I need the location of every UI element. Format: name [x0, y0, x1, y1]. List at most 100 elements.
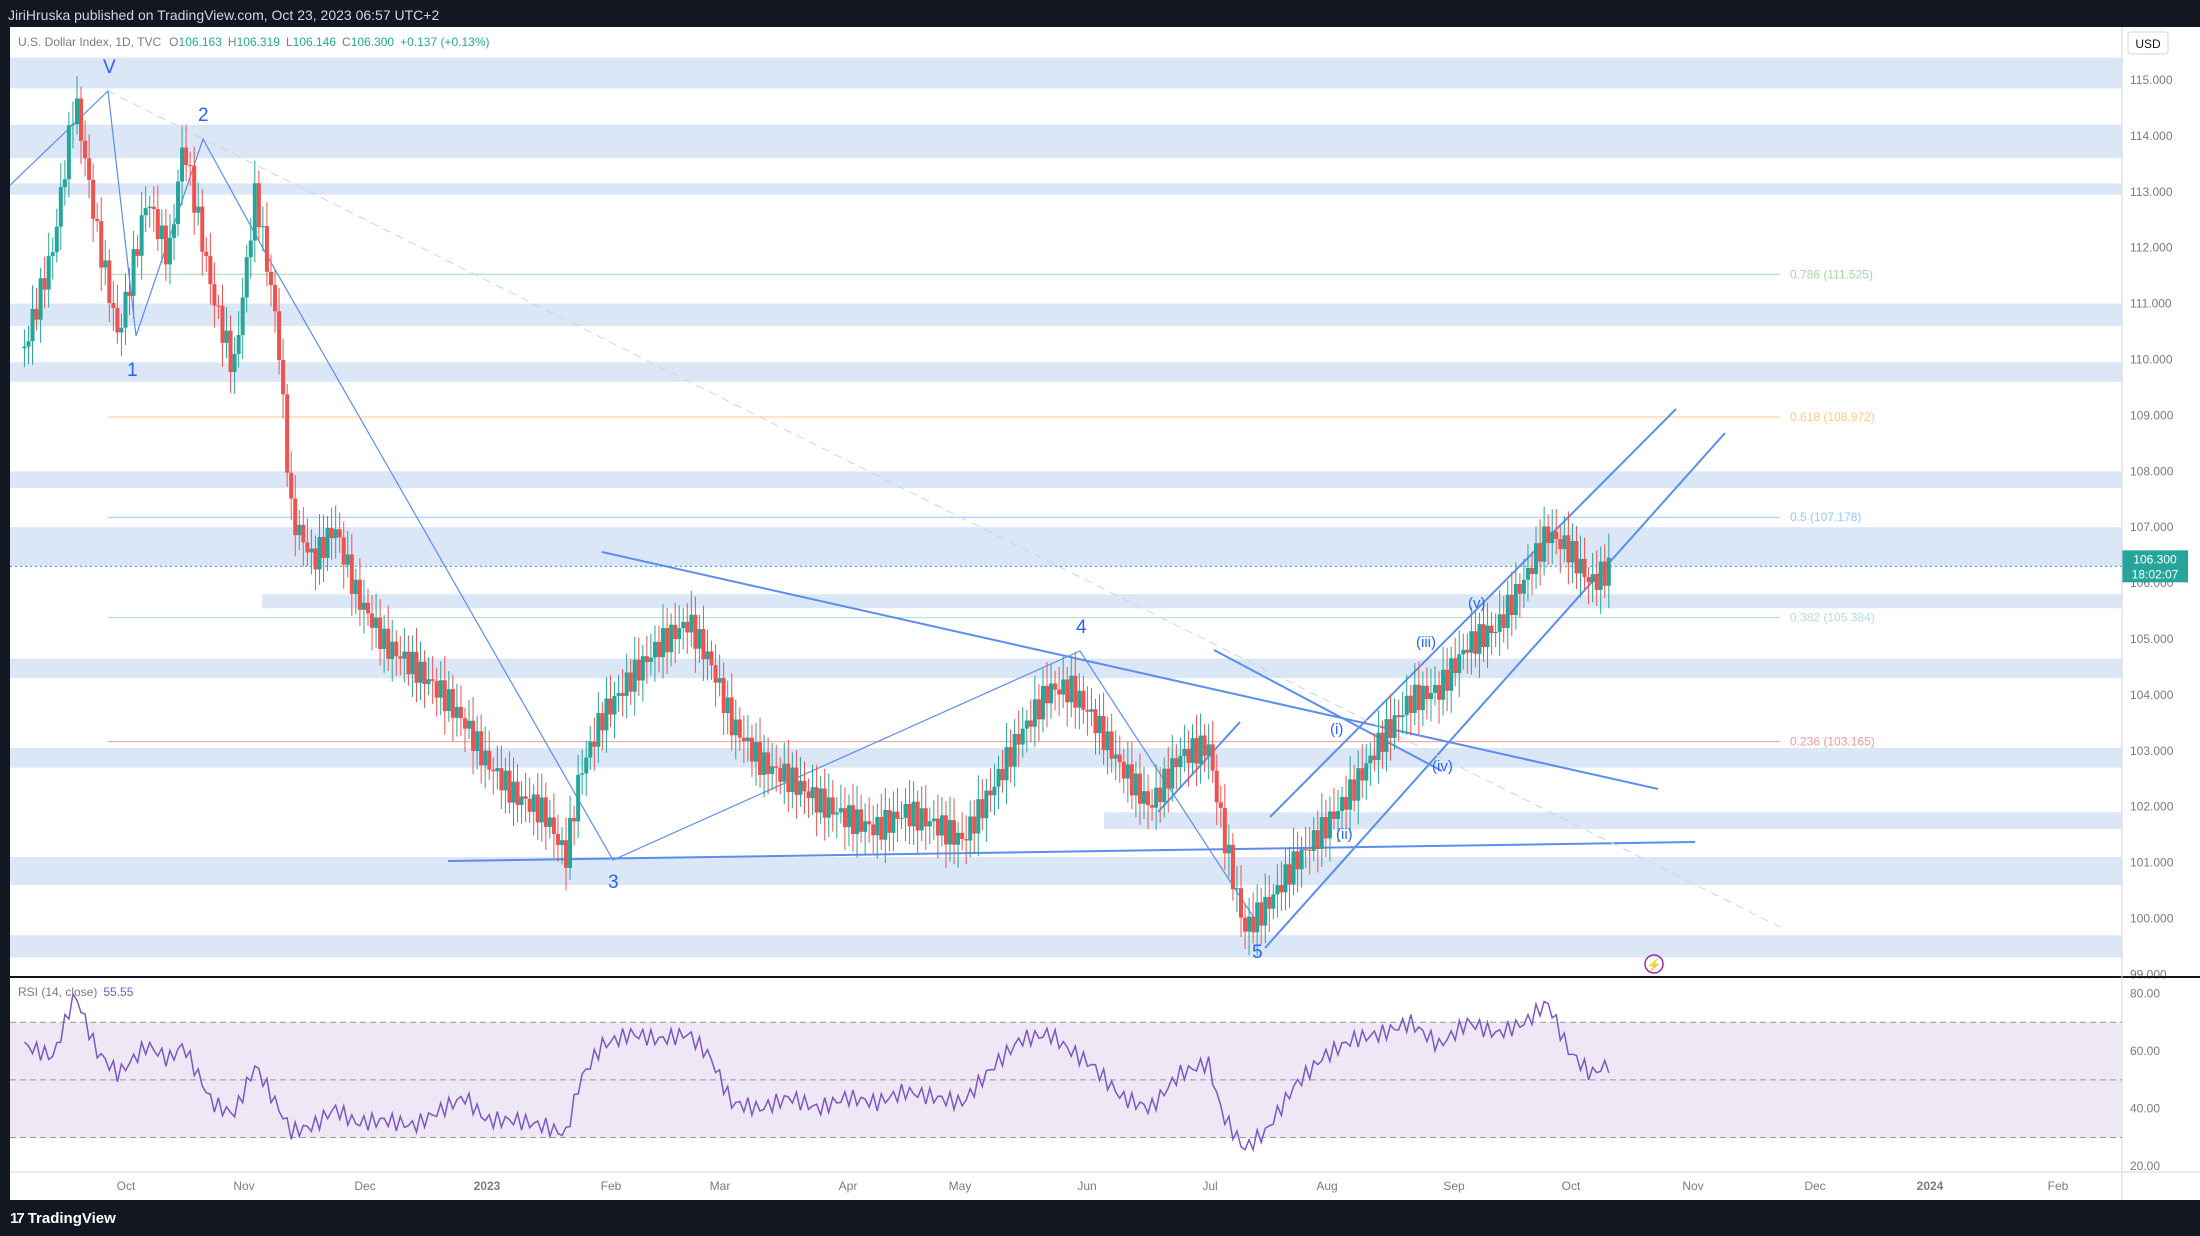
price-candle	[721, 678, 726, 714]
price-tag-price: 106.300	[2133, 552, 2177, 566]
price-candle	[927, 821, 932, 827]
price-candle	[204, 251, 209, 257]
price-candle	[1315, 830, 1320, 849]
svg-text:⚡: ⚡	[1647, 958, 1662, 972]
fib-level-label: 0.5 (107.178)	[1790, 510, 1861, 524]
price-tag-countdown: 18:02:07	[2132, 567, 2179, 581]
price-candle	[224, 330, 229, 343]
price-candle	[491, 769, 496, 772]
price-candle	[931, 818, 936, 822]
price-candle	[531, 794, 536, 812]
price-candle	[438, 680, 443, 698]
price-candle	[127, 291, 132, 296]
price-candle	[285, 394, 290, 473]
price-candle	[26, 341, 31, 347]
price-candle	[1311, 830, 1316, 851]
price-candle	[564, 840, 569, 868]
price-candle	[806, 791, 811, 799]
price-zone	[10, 527, 2122, 567]
chart-area[interactable]: 0.786 (111.525) 0.618 (108.972) 0.5 (107.1…	[4, 27, 2200, 1200]
price-candle	[547, 817, 552, 827]
wave-label-V: V	[103, 57, 116, 78]
price-candle	[810, 787, 815, 799]
price-candle	[559, 840, 564, 846]
price-candle	[762, 752, 767, 775]
price-candle	[1226, 844, 1231, 854]
price-candle	[1530, 567, 1535, 574]
price-candle	[923, 808, 928, 827]
price-candle	[1141, 791, 1146, 804]
price-candle	[1101, 715, 1106, 751]
price-candle	[1323, 817, 1328, 839]
price-chart[interactable]: 0.786 (111.525) 0.618 (108.972) 0.5 (107.1…	[4, 27, 2200, 1200]
price-candle	[1012, 733, 1017, 767]
legend-symbol: U.S. Dollar Index, 1D, TVC	[18, 35, 161, 49]
price-candle	[317, 536, 322, 570]
price-candle	[685, 621, 690, 633]
price-candle	[131, 249, 136, 296]
price-candle	[252, 183, 257, 241]
price-candle	[1303, 849, 1308, 851]
price-candle	[956, 832, 961, 845]
price-candle	[1550, 531, 1555, 544]
price-zone	[10, 935, 2122, 958]
price-candle	[1364, 763, 1369, 781]
price-candle	[95, 218, 100, 222]
price-candle	[1348, 779, 1353, 810]
price-candle	[1198, 735, 1203, 764]
lightning-icon[interactable]: ⚡	[1644, 954, 1664, 974]
price-candle	[1109, 731, 1114, 759]
price-candle	[1570, 541, 1575, 563]
price-candle	[535, 794, 540, 823]
price-candle	[830, 797, 835, 815]
price-candle	[479, 731, 484, 766]
price-candle	[1150, 805, 1155, 808]
price-candle	[1065, 679, 1070, 703]
wave-label-5: 5	[1252, 942, 1263, 963]
price-candle	[1307, 849, 1312, 851]
price-candle	[220, 305, 225, 343]
price-candle	[1291, 851, 1296, 885]
rsi-axis-tick-label: 80.00	[2130, 987, 2160, 1001]
price-candle	[665, 628, 670, 653]
price-candle	[1388, 719, 1393, 738]
price-candle	[1489, 625, 1494, 634]
footer-bar: 17 TradingView	[0, 1200, 2200, 1236]
price-candle	[406, 651, 411, 675]
price-candle	[163, 225, 168, 265]
price-candle	[656, 641, 661, 658]
price-candle	[555, 834, 560, 846]
price-candle	[495, 768, 500, 772]
price-candle	[802, 780, 807, 792]
price-candle	[1554, 531, 1559, 540]
price-candle	[907, 803, 912, 827]
price-candle	[964, 839, 969, 841]
x-axis-tick-label: Feb	[601, 1179, 622, 1193]
currency-button[interactable]	[2127, 31, 2169, 55]
price-candle	[289, 472, 294, 499]
price-candle	[180, 147, 185, 182]
price-candle	[992, 786, 997, 796]
price-candle	[1028, 720, 1033, 727]
price-candle	[111, 303, 116, 308]
price-candle	[1097, 715, 1102, 734]
price-candle	[1445, 669, 1450, 691]
flag-line	[1157, 721, 1241, 813]
x-axis-tick-label: Aug	[1316, 1179, 1337, 1193]
price-candle	[1566, 535, 1571, 563]
price-candle	[584, 757, 589, 774]
price-candle	[1586, 577, 1591, 583]
rsi-legend: RSI (14, close) 55.55	[18, 985, 134, 999]
price-candle	[661, 628, 666, 658]
price-candle	[1505, 594, 1510, 628]
price-candle	[519, 796, 524, 805]
price-candle	[628, 672, 633, 692]
tradingview-logo[interactable]: 17 TradingView	[10, 1210, 116, 1227]
price-candle	[1053, 683, 1058, 690]
price-candle	[1336, 811, 1340, 819]
price-candle	[171, 224, 176, 238]
price-candle	[689, 614, 694, 633]
price-candle	[256, 183, 261, 228]
price-candle	[1392, 715, 1397, 738]
price-candle	[580, 773, 585, 775]
